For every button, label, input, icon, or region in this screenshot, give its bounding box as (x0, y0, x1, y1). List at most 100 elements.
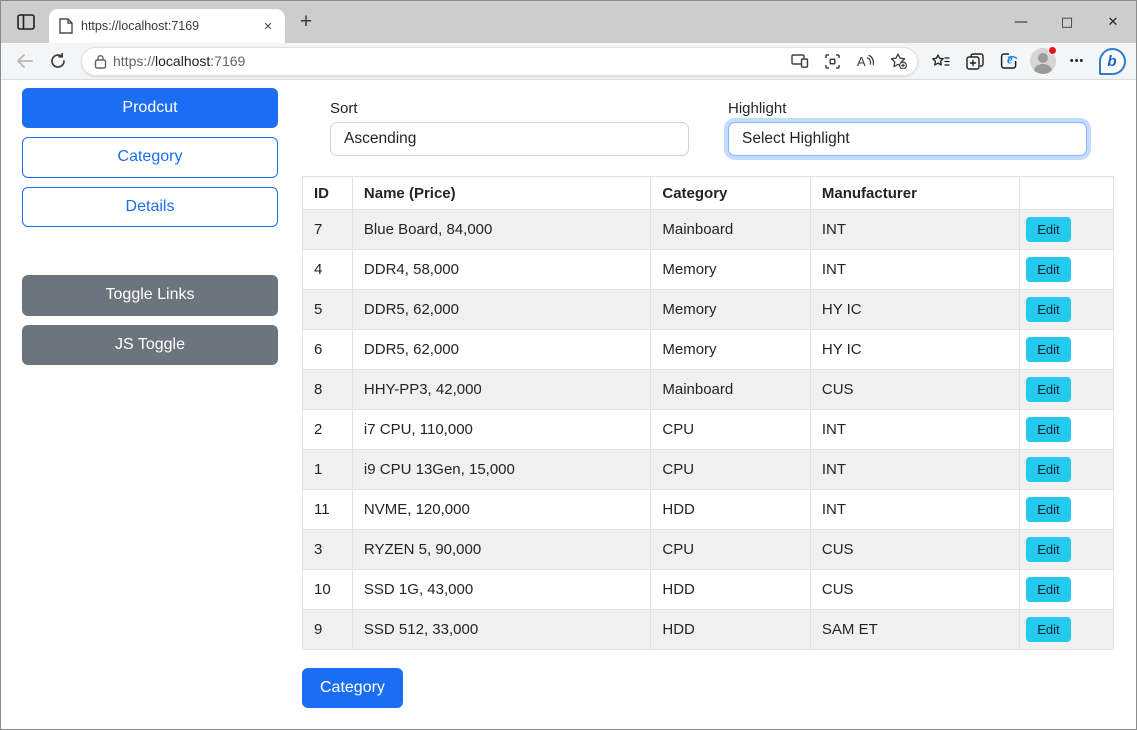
cell-id: 11 (302, 489, 353, 530)
cell-actions: Edit (1019, 489, 1114, 530)
cell-id: 10 (302, 569, 353, 610)
sort-select[interactable]: Ascending (330, 122, 689, 156)
cell-manufacturer: CUS (809, 569, 1021, 610)
table-row: 5 DDR5, 62,000 Memory HY IC Edit (302, 289, 1114, 330)
tab-close-icon[interactable]: ✕ (263, 20, 273, 33)
filter-controls: Sort Ascending Highlight Select Highligh… (302, 100, 1114, 156)
lock-icon (94, 54, 107, 69)
cell-id: 1 (302, 449, 353, 490)
browser-toolbar: https://localhost:7169 A (1, 43, 1136, 80)
cell-name-price: DDR5, 62,000 (351, 289, 652, 330)
cell-category: CPU (650, 529, 811, 570)
table-row: 1 i9 CPU 13Gen, 15,000 CPU INT Edit (302, 449, 1114, 490)
browser-tab[interactable]: https://localhost:7169 ✕ (49, 9, 285, 43)
cell-id: 2 (302, 409, 353, 450)
maximize-button[interactable]: □ (1060, 14, 1074, 30)
cell-manufacturer: INT (809, 249, 1021, 290)
table-row: 3 RYZEN 5, 90,000 CPU CUS Edit (302, 529, 1114, 570)
table-row: 9 SSD 512, 33,000 HDD SAM ET Edit (302, 609, 1114, 650)
close-button[interactable]: ✕ (1107, 14, 1119, 30)
edit-button[interactable]: Edit (1026, 377, 1071, 402)
bing-icon: b (1098, 47, 1126, 75)
minimize-button[interactable]: — (1014, 14, 1028, 30)
category-footer-button[interactable]: Category (302, 668, 403, 709)
cell-id: 4 (302, 249, 353, 290)
cell-actions: Edit (1019, 449, 1114, 490)
column-header-category: Category (650, 176, 811, 210)
read-aloud-icon: A (857, 54, 875, 68)
edit-button[interactable]: Edit (1026, 297, 1071, 322)
products-table: ID Name (Price) Category Manufacturer 7 … (302, 176, 1114, 650)
edit-button[interactable]: Edit (1026, 577, 1071, 602)
back-icon (16, 54, 33, 68)
cell-actions: Edit (1019, 289, 1114, 330)
edit-button[interactable]: Edit (1026, 417, 1071, 442)
sort-label: Sort (330, 100, 358, 117)
cell-category: HDD (650, 489, 811, 530)
edit-button[interactable]: Edit (1026, 337, 1071, 362)
cell-category: Memory (650, 289, 811, 330)
table-row: 11 NVME, 120,000 HDD INT Edit (302, 489, 1114, 530)
edit-button[interactable]: Edit (1026, 257, 1071, 282)
collections-button[interactable] (960, 47, 990, 75)
tab-actions-menu-button[interactable] (11, 7, 41, 37)
collections-icon (966, 52, 984, 70)
sidebar-button-details[interactable]: Details (22, 186, 278, 228)
add-to-favorites-button[interactable] (885, 49, 912, 74)
refresh-icon (50, 53, 66, 69)
url-scheme: https:// (113, 53, 156, 69)
cell-name-price: SSD 512, 33,000 (351, 609, 652, 650)
bing-copilot-button[interactable]: b (1096, 46, 1128, 76)
cell-id: 3 (302, 529, 353, 570)
address-bar[interactable]: https://localhost:7169 A (81, 46, 918, 76)
sidebar-button-toggle-links[interactable]: Toggle Links (22, 275, 278, 316)
table-row: 10 SSD 1G, 43,000 HDD CUS Edit (302, 569, 1114, 610)
cell-actions: Edit (1019, 529, 1114, 570)
tab-title: https://localhost:7169 (81, 19, 200, 33)
send-to-devices-icon (790, 54, 809, 68)
profile-button[interactable] (1028, 46, 1058, 75)
send-to-devices-button[interactable] (786, 49, 813, 74)
cell-category: HDD (650, 569, 811, 610)
sidebar-button-category[interactable]: Category (22, 137, 278, 178)
cell-manufacturer: HY IC (809, 289, 1021, 330)
cell-manufacturer: INT (809, 489, 1021, 530)
edit-button[interactable]: Edit (1026, 497, 1071, 522)
sidebar-button-js-toggle[interactable]: JS Toggle (22, 324, 278, 365)
web-capture-button[interactable] (819, 49, 846, 74)
table-row: 8 HHY-PP3, 42,000 Mainboard CUS Edit (302, 369, 1114, 410)
refresh-button[interactable] (43, 47, 73, 75)
favorites-button[interactable] (926, 47, 956, 75)
read-aloud-button[interactable]: A (852, 49, 879, 74)
edit-button[interactable]: Edit (1026, 617, 1071, 642)
edit-button[interactable]: Edit (1026, 217, 1071, 242)
new-tab-button[interactable]: + (299, 10, 313, 33)
column-header-manufacturer: Manufacturer (809, 176, 1021, 210)
url-host: localhost (155, 53, 211, 69)
settings-menu-button[interactable]: ••• (1062, 47, 1092, 75)
cell-category: Memory (650, 249, 811, 290)
table-row: 6 DDR5, 62,000 Memory HY IC Edit (302, 329, 1114, 370)
cell-manufacturer: INT (809, 449, 1021, 490)
table-header: ID Name (Price) Category Manufacturer (302, 176, 1114, 210)
ie-mode-icon: e (1000, 52, 1019, 70)
sidebar-button-product[interactable]: Prodcut (22, 88, 278, 129)
cell-category: Memory (650, 329, 811, 370)
cell-category: CPU (650, 449, 811, 490)
cell-category: Mainboard (650, 369, 811, 410)
highlight-select[interactable]: Select Highlight (728, 122, 1087, 156)
favorites-icon (932, 53, 950, 69)
ie-mode-button[interactable]: e (994, 47, 1024, 75)
edit-button[interactable]: Edit (1026, 537, 1071, 562)
cell-actions: Edit (1019, 249, 1114, 290)
back-button[interactable] (9, 47, 39, 75)
star-plus-icon (890, 53, 907, 69)
url-port: :7169 (210, 53, 246, 69)
cell-actions: Edit (1019, 609, 1114, 650)
cell-name-price: DDR5, 62,000 (351, 329, 652, 370)
column-header-id: ID (302, 176, 353, 210)
url-text[interactable]: https://localhost:7169 (113, 53, 780, 69)
highlight-label: Highlight (728, 100, 787, 117)
edit-button[interactable]: Edit (1026, 457, 1071, 482)
